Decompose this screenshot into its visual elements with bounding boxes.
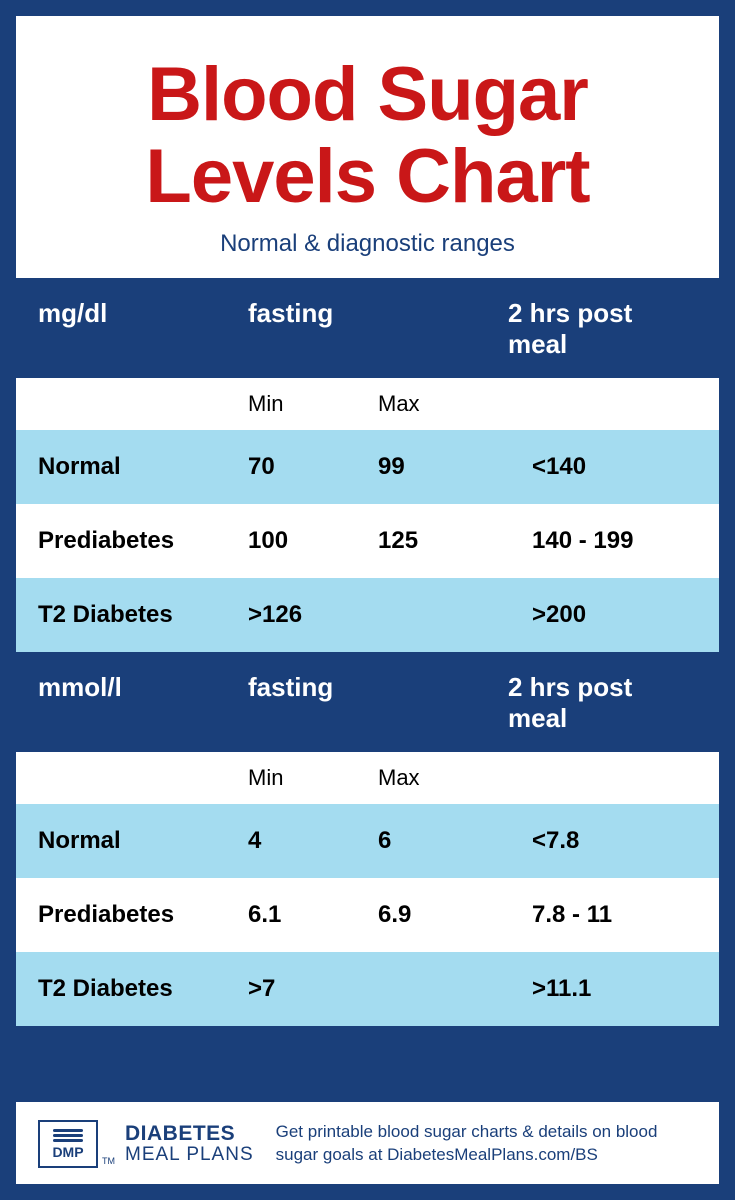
row-post: <7.8: [508, 827, 697, 855]
section-header-mmoll: mmol/l fasting 2 hrs post meal: [16, 652, 719, 752]
table-row: Normal 4 6 <7.8: [16, 804, 719, 878]
row-post: <140: [508, 453, 697, 481]
sub-min: Min: [248, 765, 378, 791]
logo-icon: DMP: [38, 1120, 98, 1168]
chart-frame: Blood Sugar Levels Chart Normal & diagno…: [16, 16, 719, 1184]
table-row: Normal 70 99 <140: [16, 430, 719, 504]
sub-min: Min: [248, 391, 378, 417]
post-label: 2 hrs post meal: [508, 672, 697, 734]
row-post: 140 - 199: [508, 527, 697, 555]
sub-max: Max: [378, 391, 508, 417]
row-label: Normal: [38, 827, 248, 855]
logo-text: DIABETES MEAL PLANS: [125, 1123, 254, 1165]
row-max: 125: [378, 527, 508, 555]
table-mmoll: Min Max Normal 4 6 <7.8 Prediabetes 6.1 …: [16, 752, 719, 1026]
footer: DMP TM DIABETES MEAL PLANS Get printable…: [16, 1102, 719, 1184]
row-label: Prediabetes: [38, 527, 248, 555]
fasting-label: fasting: [248, 672, 508, 734]
footer-note: Get printable blood sugar charts & detai…: [276, 1121, 697, 1167]
logo-line2: MEAL PLANS: [125, 1145, 254, 1165]
row-min: 4: [248, 827, 378, 855]
logo-abbrev: DMP: [52, 1144, 83, 1160]
row-label: Prediabetes: [38, 901, 248, 929]
row-label: T2 Diabetes: [38, 975, 248, 1003]
title-box: Blood Sugar Levels Chart Normal & diagno…: [16, 16, 719, 278]
unit-label: mmol/l: [38, 672, 248, 734]
dmp-logo: DMP TM DIABETES MEAL PLANS: [38, 1120, 254, 1168]
post-label: 2 hrs post meal: [508, 298, 697, 360]
table-row: T2 Diabetes >126 >200: [16, 578, 719, 652]
row-label: T2 Diabetes: [38, 601, 248, 629]
table-row: Prediabetes 100 125 140 - 199: [16, 504, 719, 578]
row-min: 70: [248, 453, 378, 481]
subheader-row: Min Max: [16, 378, 719, 430]
table-row: Prediabetes 6.1 6.9 7.8 - 11: [16, 878, 719, 952]
trademark: TM: [102, 1156, 115, 1166]
row-post: >200: [508, 601, 697, 629]
row-min: 100: [248, 527, 378, 555]
row-label: Normal: [38, 453, 248, 481]
row-post: >11.1: [508, 975, 697, 1003]
logo-line1: DIABETES: [125, 1123, 254, 1145]
row-max: 6.9: [378, 901, 508, 929]
row-max: 99: [378, 453, 508, 481]
page-title: Blood Sugar Levels Chart: [36, 54, 699, 218]
sub-max: Max: [378, 765, 508, 791]
page-subtitle: Normal & diagnostic ranges: [36, 230, 699, 258]
subheader-row: Min Max: [16, 752, 719, 804]
table-row: T2 Diabetes >7 >11.1: [16, 952, 719, 1026]
row-min: >7: [248, 975, 378, 1003]
row-min: >126: [248, 601, 378, 629]
row-max: 6: [378, 827, 508, 855]
section-header-mgdl: mg/dl fasting 2 hrs post meal: [16, 278, 719, 378]
unit-label: mg/dl: [38, 298, 248, 360]
fasting-label: fasting: [248, 298, 508, 360]
row-min: 6.1: [248, 901, 378, 929]
table-mgdl: Min Max Normal 70 99 <140 Prediabetes 10…: [16, 378, 719, 652]
row-post: 7.8 - 11: [508, 901, 697, 929]
